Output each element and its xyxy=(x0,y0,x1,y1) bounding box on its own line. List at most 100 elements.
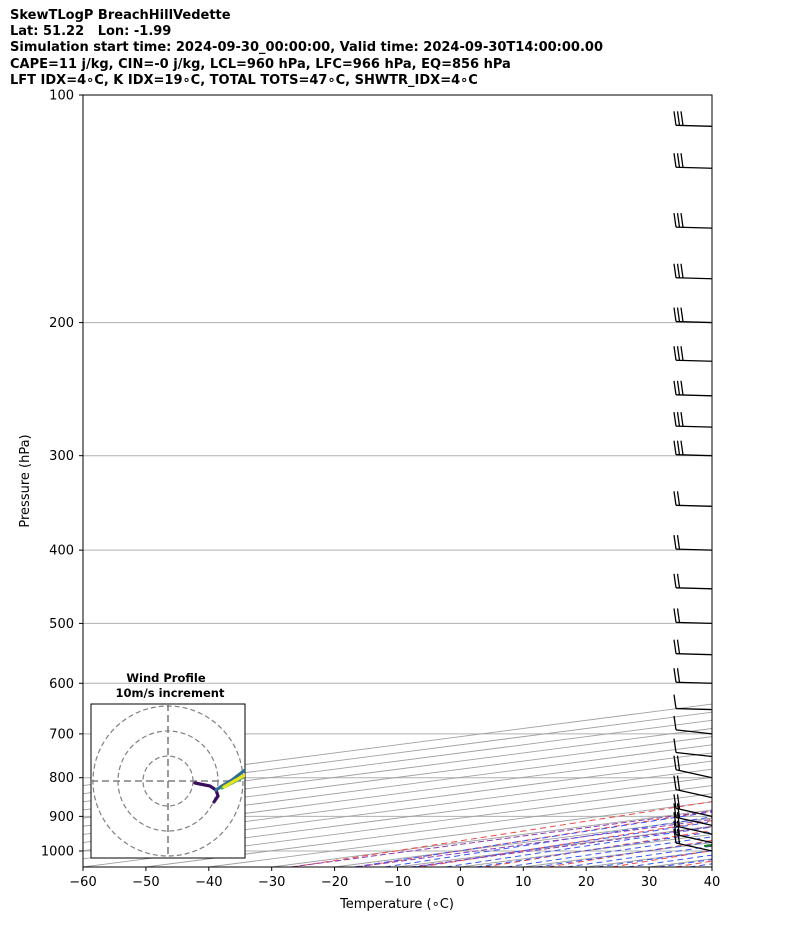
moist-adiabat xyxy=(658,858,712,867)
wind-barbs xyxy=(673,111,713,852)
y-tick-label: 200 xyxy=(49,316,74,331)
wind-barb xyxy=(673,111,713,127)
x-axis-label: Temperature (∘C) xyxy=(339,897,454,912)
x-tick-label: 20 xyxy=(578,875,595,890)
wind-barb xyxy=(673,153,713,169)
isotherm-gridline xyxy=(83,703,712,786)
wind-barb xyxy=(673,263,713,280)
wind-barb xyxy=(673,440,713,457)
y-tick-label: 100 xyxy=(49,89,74,104)
wind-barb xyxy=(673,307,713,324)
dry-adiabat xyxy=(548,839,712,867)
isotherm-gridline xyxy=(334,817,712,867)
wind-barb xyxy=(673,812,713,835)
wind-barb xyxy=(673,412,713,428)
isotherm-gridline xyxy=(83,736,712,819)
isotherm-gridline xyxy=(649,858,712,867)
x-tick-label: −40 xyxy=(195,875,222,890)
mixing-ratio-line xyxy=(290,810,712,867)
x-tick-label: 40 xyxy=(704,875,721,890)
x-tick-label: 0 xyxy=(456,875,464,890)
dry-adiabat xyxy=(293,801,712,867)
y-tick-label: 300 xyxy=(49,449,74,464)
x-tick-label: −60 xyxy=(69,875,96,890)
wind-barb xyxy=(673,715,713,735)
x-tick-label: 10 xyxy=(515,875,532,890)
hodograph-trace xyxy=(214,768,245,792)
moist-adiabat xyxy=(384,816,712,867)
dry-adiabat xyxy=(484,829,712,867)
wind-barb xyxy=(673,573,713,590)
time-line: Simulation start time: 2024-09-30_00:00:… xyxy=(10,40,603,56)
wind-barb xyxy=(673,491,713,507)
moist-adiabat xyxy=(354,811,712,867)
isotherm-gridline xyxy=(83,711,712,795)
x-tick-label: −10 xyxy=(384,875,411,890)
x-tick-label: −50 xyxy=(132,875,159,890)
wind-barb xyxy=(673,535,713,551)
plot-grid xyxy=(83,95,794,867)
isotherm-gridline xyxy=(711,866,712,867)
x-tick-label: −30 xyxy=(258,875,285,890)
isotherm-gridline xyxy=(523,842,712,867)
axes: −60 −50 −40 −30 −20 −10 0 10 20 30 40 1000 900 800 700… xyxy=(41,89,720,891)
y-tick-label: 600 xyxy=(49,677,74,692)
wind-barb xyxy=(673,755,713,779)
isotherm-gridline xyxy=(208,801,712,867)
wind-barb xyxy=(673,346,713,362)
dry-adiabat xyxy=(740,95,794,867)
moist-adiabat xyxy=(506,836,712,867)
x-tick-label: 30 xyxy=(641,875,658,890)
hodograph-subtitle: 10m/s increment xyxy=(116,686,225,700)
isotherm-gridline xyxy=(397,825,712,867)
location-line: Lat: 51.22 Lon: -1.99 xyxy=(10,24,172,40)
chart-title: SkewTLogP BreachHillVedette xyxy=(10,8,231,23)
wind-barb xyxy=(673,828,713,852)
moist-adiabat xyxy=(720,95,794,867)
hodograph-trace xyxy=(222,773,245,789)
wind-barb xyxy=(673,608,713,625)
moist-adiabat xyxy=(476,831,712,867)
hodograph-inset: Wind Profile 10m/s increment xyxy=(90,671,246,859)
isotherm-gridline xyxy=(586,850,712,867)
wind-barb xyxy=(673,775,713,799)
y-axis-label: Pressure (hPa) xyxy=(18,434,33,527)
dry-adiabat xyxy=(675,860,712,867)
y-tick-label: 700 xyxy=(49,727,74,742)
isotherm-gridline xyxy=(460,833,712,867)
cape-line: CAPE=11 j/kg, CIN=-0 j/kg, LCL=960 hPa, … xyxy=(10,56,511,72)
y-tick-label: 1000 xyxy=(41,844,74,859)
wind-barb xyxy=(673,820,713,844)
x-tick-label: −20 xyxy=(321,875,348,890)
mixing-ratio-line xyxy=(356,819,712,867)
profile-lines xyxy=(290,95,794,867)
wind-barb xyxy=(673,639,713,656)
wind-barb xyxy=(673,738,713,758)
isotherm-gridline xyxy=(83,728,712,811)
parcel-profile-line xyxy=(710,844,712,848)
hodograph-title: Wind Profile xyxy=(126,671,206,685)
wind-barb xyxy=(673,794,713,818)
chart-header: SkewTLogP BreachHillVedette Lat: 51.22 L… xyxy=(10,8,603,89)
moist-adiabat xyxy=(445,826,712,867)
isotherm-gridline xyxy=(83,719,712,803)
isotherm-gridline xyxy=(775,95,794,867)
y-tick-label: 500 xyxy=(49,617,74,632)
moist-adiabat xyxy=(597,850,712,867)
wind-barb xyxy=(673,694,713,711)
y-tick-label: 400 xyxy=(49,544,74,559)
temperature-profile-line xyxy=(710,844,712,847)
wind-barb xyxy=(673,380,713,397)
moist-adiabat xyxy=(627,854,712,867)
dewpoint-profile-line xyxy=(703,843,712,847)
index-line: LFT IDX=4∘C, K IDX=19∘C, TOTAL TOTS=47∘C… xyxy=(10,72,478,88)
y-tick-label: 800 xyxy=(49,771,74,786)
y-tick-label: 900 xyxy=(49,810,74,825)
dry-adiabat xyxy=(356,810,712,867)
dry-adiabat xyxy=(612,850,712,867)
wind-barb xyxy=(673,213,713,229)
cape-shading xyxy=(710,845,712,846)
moist-adiabat xyxy=(689,863,712,867)
wind-barb xyxy=(673,668,713,684)
